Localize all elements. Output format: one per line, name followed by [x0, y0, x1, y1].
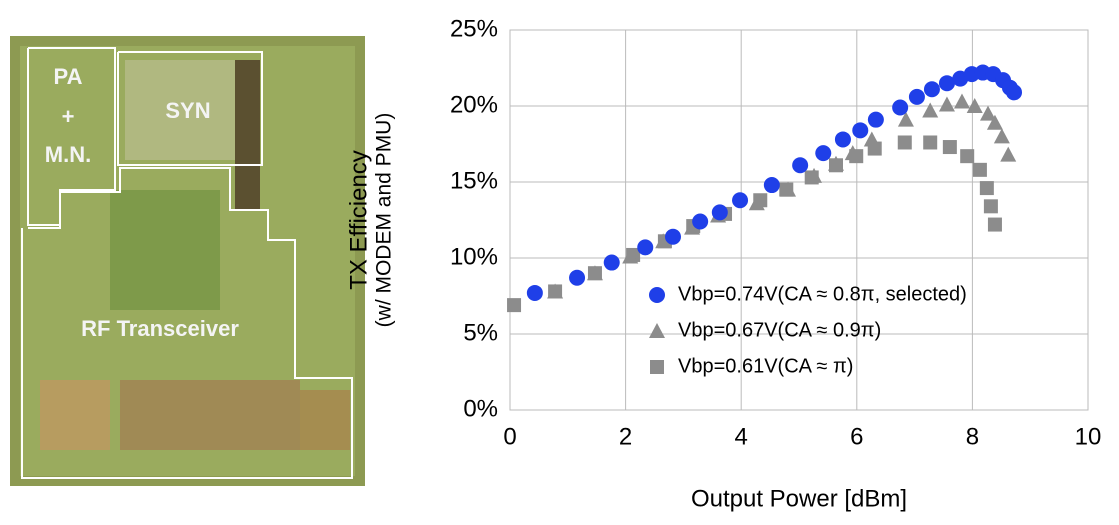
data-point — [732, 192, 748, 208]
data-point — [507, 298, 521, 312]
x-tick-label: 8 — [966, 423, 979, 450]
data-point — [665, 229, 681, 245]
data-point — [712, 204, 728, 220]
y-tick-label: 25% — [450, 15, 498, 42]
y-tick-label: 10% — [450, 243, 498, 270]
data-point — [973, 163, 987, 177]
die-label: PA — [54, 64, 83, 89]
die-block — [300, 390, 350, 450]
data-point — [815, 145, 831, 161]
data-point — [984, 199, 998, 213]
x-tick-label: 10 — [1075, 423, 1102, 450]
data-point — [924, 81, 940, 97]
die-block — [110, 190, 220, 310]
data-point — [637, 239, 653, 255]
data-point — [960, 149, 974, 163]
die-block — [40, 380, 110, 450]
legend-label: Vbp=0.74V(CA ≈ 0.8π, selected) — [678, 283, 967, 305]
x-tick-label: 0 — [503, 423, 516, 450]
data-point — [692, 214, 708, 230]
y-tick-label: 0% — [463, 395, 498, 422]
data-point — [909, 89, 925, 105]
legend-marker — [649, 287, 665, 303]
data-point — [1006, 84, 1022, 100]
die-label: + — [62, 104, 75, 129]
data-point — [604, 255, 620, 271]
legend-marker — [650, 360, 664, 374]
y-tick-label: 20% — [450, 91, 498, 118]
die-photo: PA + M.N. SYN RF Transceiver — [10, 36, 365, 486]
data-point — [569, 270, 585, 286]
y-tick-label: 15% — [450, 167, 498, 194]
data-point — [988, 218, 1002, 232]
data-point — [835, 131, 851, 147]
legend-label: Vbp=0.61V(CA ≈ π) — [678, 355, 853, 377]
die-block — [120, 380, 300, 450]
x-axis-label: Output Power [dBm] — [691, 485, 907, 512]
y-axis-label: (w/ MODEM and PMU) — [373, 113, 396, 328]
figure: PA + M.N. SYN RF Transceiver TX Efficien… — [0, 0, 1119, 520]
die-label: SYN — [165, 98, 210, 123]
x-tick-label: 4 — [735, 423, 748, 450]
x-tick-label: 6 — [850, 423, 863, 450]
data-point — [892, 100, 908, 116]
die-label: M.N. — [45, 142, 91, 167]
legend-label: Vbp=0.67V(CA ≈ 0.9π) — [678, 319, 881, 341]
x-tick-label: 2 — [619, 423, 632, 450]
data-point — [898, 135, 912, 149]
die-label: RF Transceiver — [81, 316, 239, 341]
data-point — [923, 135, 937, 149]
data-point — [943, 140, 957, 154]
data-point — [980, 181, 994, 195]
data-point — [527, 285, 543, 301]
data-point — [764, 177, 780, 193]
y-axis-label: TX Efficiency — [345, 150, 372, 290]
data-point — [792, 157, 808, 173]
y-tick-label: 5% — [463, 319, 498, 346]
data-point — [868, 112, 884, 128]
die-block — [235, 60, 260, 210]
data-point — [852, 122, 868, 138]
